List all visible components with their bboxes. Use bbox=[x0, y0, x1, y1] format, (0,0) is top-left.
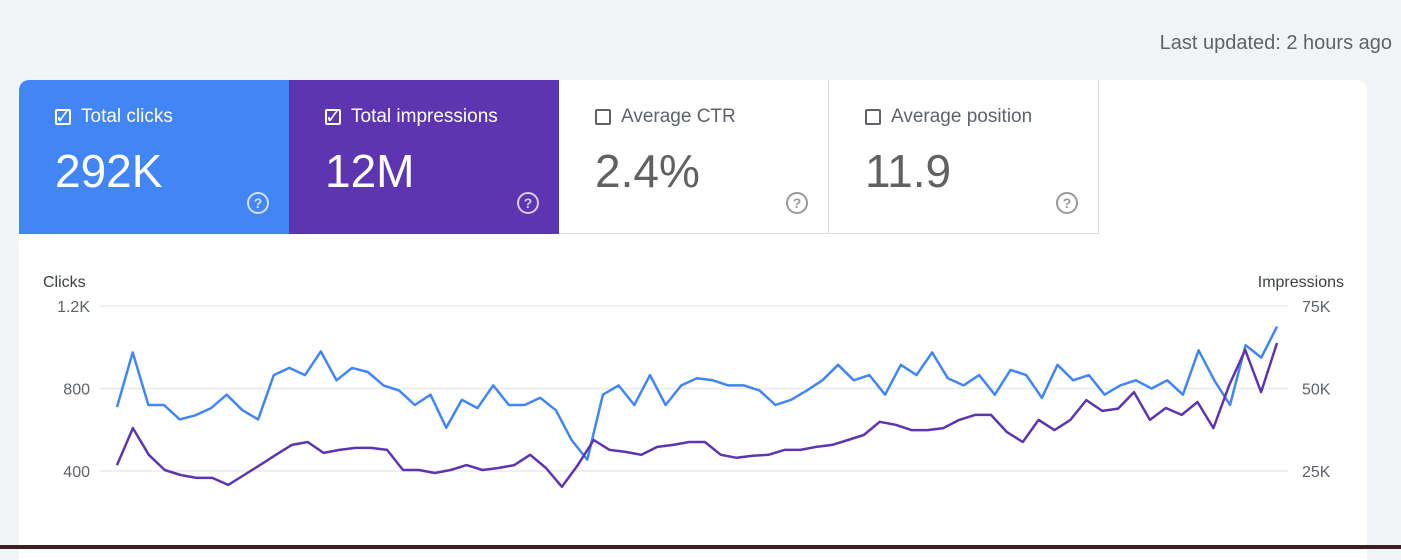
left-axis-tick: 1.2K bbox=[57, 299, 90, 316]
last-updated-text: Last updated: 2 hours ago bbox=[1159, 32, 1392, 54]
bottom-edge bbox=[0, 545, 1401, 549]
right-axis-tick: 25K bbox=[1302, 464, 1331, 481]
right-axis-tick: 75K bbox=[1302, 299, 1331, 316]
left-axis-tick: 800 bbox=[63, 382, 90, 399]
performance-card: ✓ Total clicks 292K ? ✓ Total impressions … bbox=[19, 80, 1367, 560]
metric-tile-average-ctr[interactable]: Average CTR 2.4% ? bbox=[559, 80, 829, 234]
metric-value: 12M bbox=[325, 145, 415, 197]
metric-tile-average-position[interactable]: Average position 11.9 ? bbox=[829, 80, 1099, 234]
series-line-clicks bbox=[115, 326, 1279, 461]
help-circle-icon[interactable]: ? bbox=[517, 192, 539, 214]
metric-label: Average position bbox=[891, 106, 1033, 127]
right-axis-tick: 50K bbox=[1302, 382, 1331, 399]
left-axis-title: Clicks bbox=[43, 274, 86, 291]
checkbox-unchecked-icon[interactable] bbox=[595, 109, 611, 125]
help-circle-icon[interactable]: ? bbox=[1056, 192, 1078, 214]
metric-value: 11.9 bbox=[865, 145, 952, 197]
metric-tile-total-impressions[interactable]: ✓ Total impressions 12M ? bbox=[289, 80, 559, 234]
metric-value: 2.4% bbox=[595, 145, 700, 197]
checkbox-unchecked-icon[interactable] bbox=[865, 109, 881, 125]
checkbox-checked-icon[interactable]: ✓ bbox=[325, 106, 341, 128]
left-axis-tick: 400 bbox=[63, 464, 90, 481]
help-circle-icon[interactable]: ? bbox=[786, 192, 808, 214]
help-circle-icon[interactable]: ? bbox=[247, 192, 269, 214]
metric-label: Average CTR bbox=[621, 106, 736, 127]
metric-value: 292K bbox=[55, 145, 163, 197]
metric-tile-total-clicks[interactable]: ✓ Total clicks 292K ? bbox=[19, 80, 289, 234]
checkbox-checked-icon[interactable]: ✓ bbox=[55, 106, 71, 128]
metric-label: Total clicks bbox=[81, 106, 173, 127]
metric-label: Total impressions bbox=[351, 106, 498, 127]
right-axis-title: Impressions bbox=[1258, 274, 1344, 291]
series-line-impressions bbox=[115, 342, 1279, 489]
